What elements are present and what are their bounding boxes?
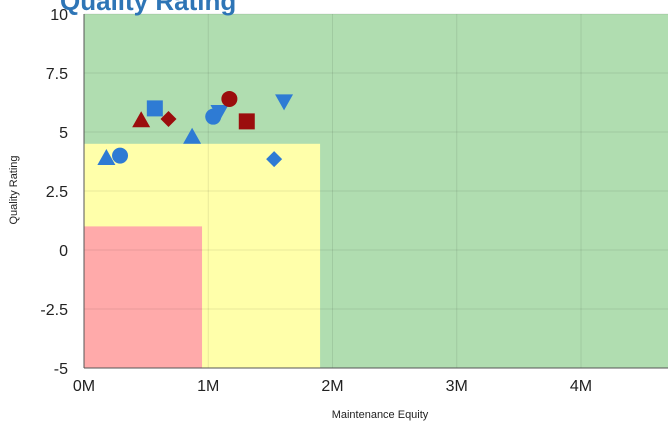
data-point <box>183 127 202 144</box>
zone-red <box>84 226 203 368</box>
x-tick-label: 2M <box>321 378 343 395</box>
y-tick-label: 0 <box>59 243 68 260</box>
data-point <box>210 104 229 121</box>
y-tick-label: 5 <box>59 125 68 142</box>
data-point <box>160 111 177 128</box>
y-tick-label: 7.5 <box>46 66 68 83</box>
ticks-layer: 10 7.5 5 2.5 0 -2.5 -5 0M 1M 2M 3M 4M <box>40 7 592 395</box>
y-axis-label: Quality Rating <box>8 155 20 224</box>
data-point <box>146 100 163 117</box>
chart-title: Quality Rating <box>60 0 237 16</box>
y-tick-label: 10 <box>50 7 68 24</box>
data-point <box>97 148 116 165</box>
x-axis-label: Maintenance Equity <box>332 409 429 421</box>
zones-layer <box>84 14 668 368</box>
data-point <box>266 151 283 168</box>
y-tick-label: -5 <box>54 361 68 378</box>
y-tick-label: -2.5 <box>40 302 68 319</box>
x-tick-label: 1M <box>197 378 219 395</box>
y-tick-label: 2.5 <box>46 184 68 201</box>
data-point <box>221 90 238 107</box>
data-point <box>238 113 255 130</box>
grid-layer <box>83 13 668 369</box>
x-tick-label: 3M <box>446 378 468 395</box>
data-point <box>275 94 294 111</box>
x-tick-label: 0M <box>73 378 95 395</box>
x-tick-label: 4M <box>570 378 592 395</box>
points-layer <box>97 90 294 168</box>
data-point <box>112 147 129 164</box>
data-point <box>132 111 151 128</box>
